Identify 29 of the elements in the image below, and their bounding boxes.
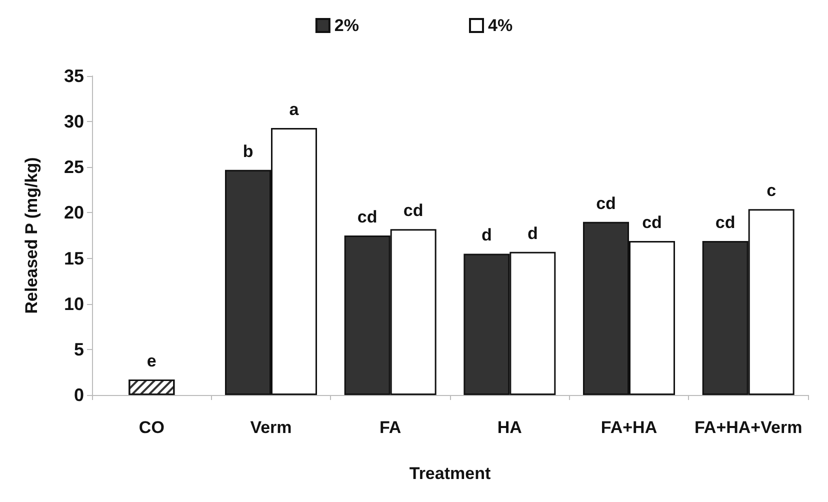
y-tick-label: 15 [64, 248, 84, 268]
y-tick-label: 30 [64, 112, 84, 132]
data-label: c [766, 181, 776, 200]
y-axis-title: Released P (mg/kg) [22, 157, 41, 314]
y-tick-label: 5 [74, 339, 84, 360]
x-tick-label: FA+HA+Verm [694, 418, 802, 437]
data-label: cd [715, 212, 736, 232]
legend-label: 2% [334, 16, 360, 35]
data-label: cd [596, 194, 616, 213]
legend-label: 4% [488, 16, 513, 35]
data-label: d [527, 224, 538, 243]
data-label: a [289, 100, 300, 119]
y-tick-label: 25 [64, 157, 84, 178]
data-label: d [481, 226, 492, 245]
data-label: cd [403, 201, 424, 220]
data-label: cd [357, 208, 378, 226]
x-tick-label: FA+HA [600, 418, 658, 437]
y-tick-label: 20 [64, 202, 84, 223]
x-tick-label: FA [379, 418, 402, 437]
x-tick-label: HA [497, 418, 522, 437]
x-tick-label: CO [138, 418, 164, 437]
data-label: cd [642, 212, 662, 232]
x-axis-title: Treatment [409, 464, 491, 483]
x-tick-label: Verm [250, 418, 292, 437]
data-label: e [146, 352, 156, 371]
y-tick-label: 35 [64, 66, 84, 86]
y-tick-label: 0 [74, 385, 84, 405]
data-label: b [242, 142, 254, 161]
y-tick-label: 10 [64, 294, 84, 314]
